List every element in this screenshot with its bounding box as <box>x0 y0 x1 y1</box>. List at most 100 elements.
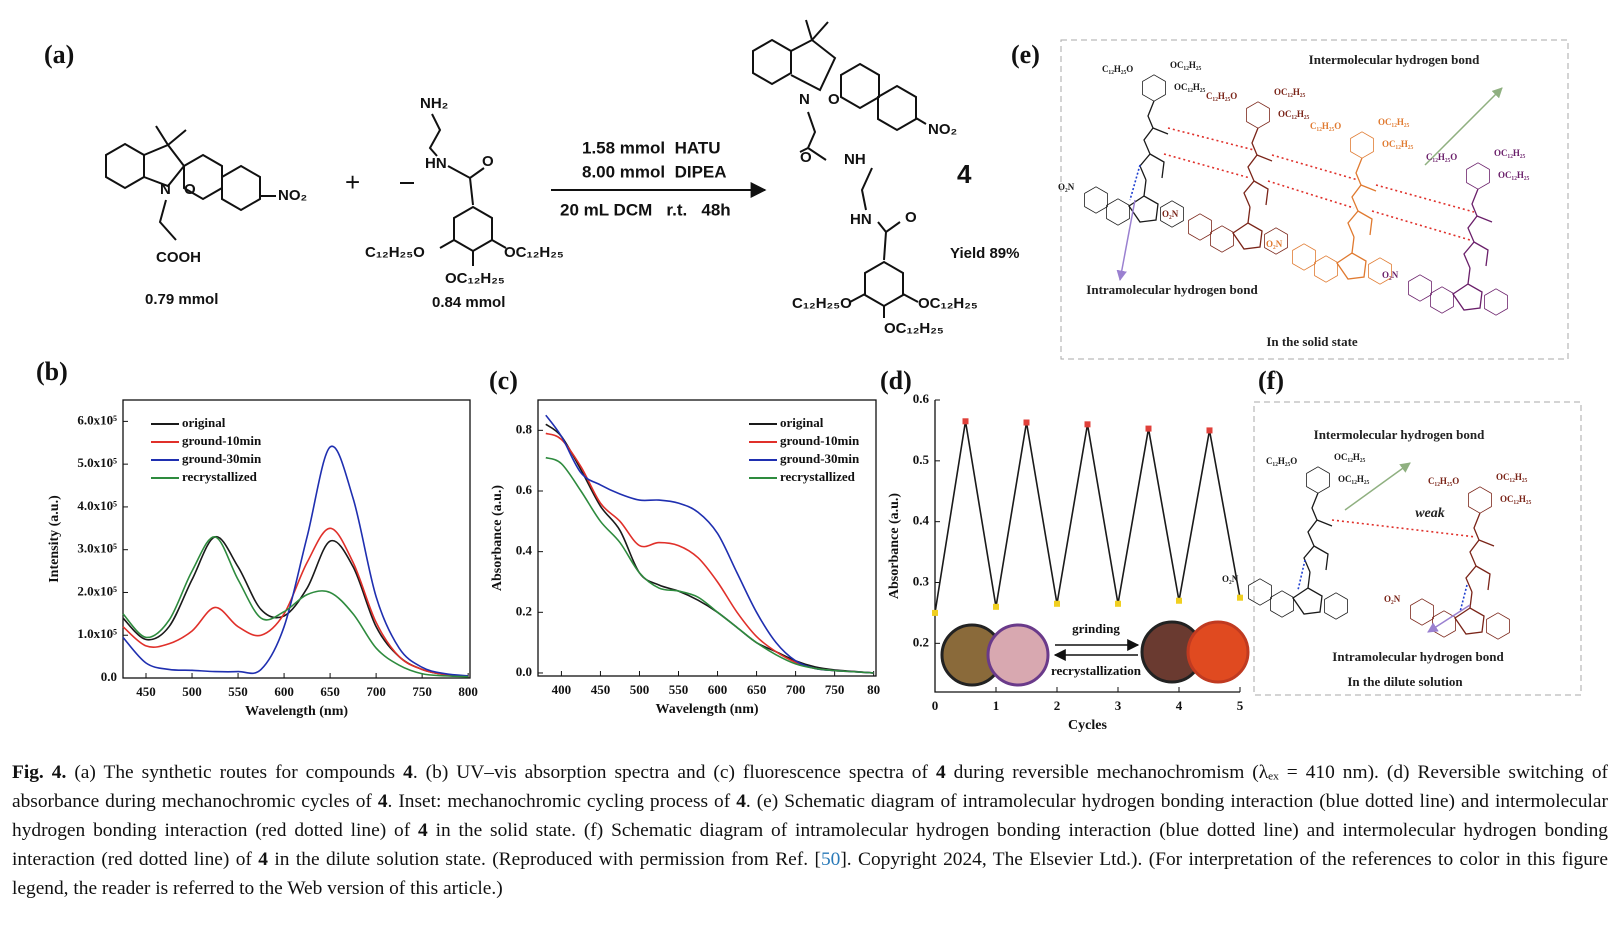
y-tick-label: 0.6 <box>516 482 533 497</box>
compound-number: 4 <box>957 159 972 189</box>
atom-label: O <box>828 91 840 108</box>
group-label: OC₁₂H₂₅ <box>445 270 505 287</box>
y-tick-label: 0.8 <box>516 421 533 436</box>
caption-label: Fig. 4. <box>12 762 67 783</box>
x-tick-label: 650 <box>320 684 340 699</box>
substituent-label: O₂N <box>1384 594 1401 604</box>
x-tick-label: 5 <box>1237 698 1244 713</box>
series-line <box>122 536 469 678</box>
group-label: OC₁₂H₂₅ <box>918 295 978 312</box>
x-tick-label: 800 <box>458 684 478 699</box>
inset: grinding recrystallization <box>940 620 1250 687</box>
x-tick-label: 3 <box>1115 698 1122 713</box>
substituent-label: C₁₂H₂₅O <box>1266 456 1297 466</box>
y-tick-label: 0.2 <box>913 634 929 649</box>
x-axis-label: Wavelength (nm) <box>655 702 758 717</box>
x-tick-label: 80 <box>867 682 880 697</box>
caption-text: in the solid state. (f) Schematic diagra… <box>12 820 1609 870</box>
molecules <box>1249 467 1510 639</box>
series-line <box>122 445 469 677</box>
substituent-label: OC₁₂H₂₅ <box>1170 60 1202 70</box>
marker <box>1084 421 1091 428</box>
y-tick-label: 1.0x10⁵ <box>77 626 117 641</box>
marker <box>1206 427 1213 434</box>
x-tick-label: 500 <box>630 682 650 697</box>
caption-bold: 4 <box>403 762 413 783</box>
x-tick-label: 2 <box>1054 698 1061 713</box>
y-tick-label: 6.0x10⁵ <box>77 412 117 427</box>
substituent-label: OC₁₂H₂₅ <box>1498 170 1530 180</box>
caption-bold: 4 <box>418 820 428 841</box>
y-tick-label: 0.5 <box>913 452 930 467</box>
caption-text: (a) The synthetic routes for compounds <box>66 762 404 783</box>
panel-frame <box>1060 39 1569 360</box>
atom-label: O <box>905 209 917 226</box>
reference-link[interactable]: 50 <box>820 849 841 870</box>
marker <box>1023 419 1030 426</box>
x-tick-label: 400 <box>552 682 572 697</box>
x-tick-label: 750 <box>412 684 432 699</box>
h-bond-lines <box>1163 127 1475 241</box>
marker <box>1054 600 1060 607</box>
group-label: NO₂ <box>928 121 957 138</box>
marker <box>1145 425 1152 432</box>
x-tick-label: 650 <box>747 682 767 697</box>
heading: Intramolecular hydrogen bond <box>1086 282 1258 297</box>
substituent-label: C₁₂H₂₅O <box>1426 152 1457 162</box>
caption-text: in the dilute solution state. (Reproduce… <box>268 849 821 870</box>
substituent-label: C₁₂H₂₅O <box>1310 121 1341 131</box>
marker <box>1176 597 1182 604</box>
panel-label: (c) <box>489 366 518 395</box>
substituent-label: C₁₂H₂₅O <box>1206 91 1237 101</box>
marker <box>1237 594 1243 601</box>
atom-label: O <box>800 149 812 166</box>
heading: Intermolecular hydrogen bond <box>1314 427 1485 442</box>
substituent-label: OC₁₂H₂₅ <box>1338 474 1370 484</box>
series-line <box>934 421 1241 614</box>
plot-frame <box>537 399 877 677</box>
atom-label: HN <box>850 211 872 228</box>
substituent-label: O₂N <box>1266 239 1283 249</box>
arrow <box>1116 199 1136 282</box>
substituent-label: OC₁₂H₂₅ <box>1494 148 1526 158</box>
substituent-label: O₂N <box>1162 209 1179 219</box>
y-tick-label: 0.2 <box>516 603 532 618</box>
legend-label: original <box>780 415 824 430</box>
reagent: 8.00 mmol DIPEA <box>582 162 727 181</box>
caption-bold: 4 <box>736 791 746 812</box>
y-axis-label: Absorbance (a.u.) <box>887 493 902 600</box>
group-label: OC₁₂H₂₅ <box>884 320 944 337</box>
amount: 0.79 mmol <box>145 291 218 308</box>
y-tick-label: 0.4 <box>913 513 930 528</box>
panel-label: (a) <box>44 40 74 69</box>
substituent-label: OC₁₂H₂₅ <box>1496 472 1528 482</box>
marker <box>962 418 969 425</box>
intra-bond <box>1459 584 1468 613</box>
heading: Intramolecular hydrogen bond <box>1332 649 1504 664</box>
intra-bond <box>1297 559 1306 591</box>
legend-label: recrystallized <box>780 469 856 484</box>
legend-label: recrystallized <box>182 469 258 484</box>
group-label: OC₁₂H₂₅ <box>504 244 564 261</box>
x-axis-label: Cycles <box>1068 718 1107 733</box>
series-line <box>545 423 874 674</box>
legend-label: ground-30min <box>182 451 262 466</box>
y-axis-label: Absorbance (a.u.) <box>490 485 505 592</box>
x-tick-label: 700 <box>366 684 386 699</box>
conditions: 20 mL DCM r.t. 48h <box>560 200 731 219</box>
caption-text: . (e) Schematic diagram of intramolecula… <box>12 791 1608 841</box>
arrow <box>1427 604 1471 633</box>
series-line <box>122 527 469 678</box>
substituent-label: OC₁₂H₂₅ <box>1378 117 1410 127</box>
y-tick-label: 2.0x10⁵ <box>77 583 117 598</box>
scheme-labels: NO₂ N O COOH 0.79 mmol + NH₂ HN O C₁₂H₂₅… <box>145 91 1019 337</box>
group-label: COOH <box>156 249 201 266</box>
group-label: C₁₂H₂₅O <box>365 244 425 261</box>
caption-text: during reversible mechanochromism (λₑₓ =… <box>12 762 1608 812</box>
group-label: NH₂ <box>420 95 448 112</box>
inset-label: grinding <box>1072 621 1120 636</box>
y-tick-label: 4.0x10⁵ <box>77 498 117 513</box>
yield: Yield 89% <box>950 245 1019 262</box>
caption-text: . (b) UV–vis absorption spectra and (c) … <box>412 762 936 783</box>
